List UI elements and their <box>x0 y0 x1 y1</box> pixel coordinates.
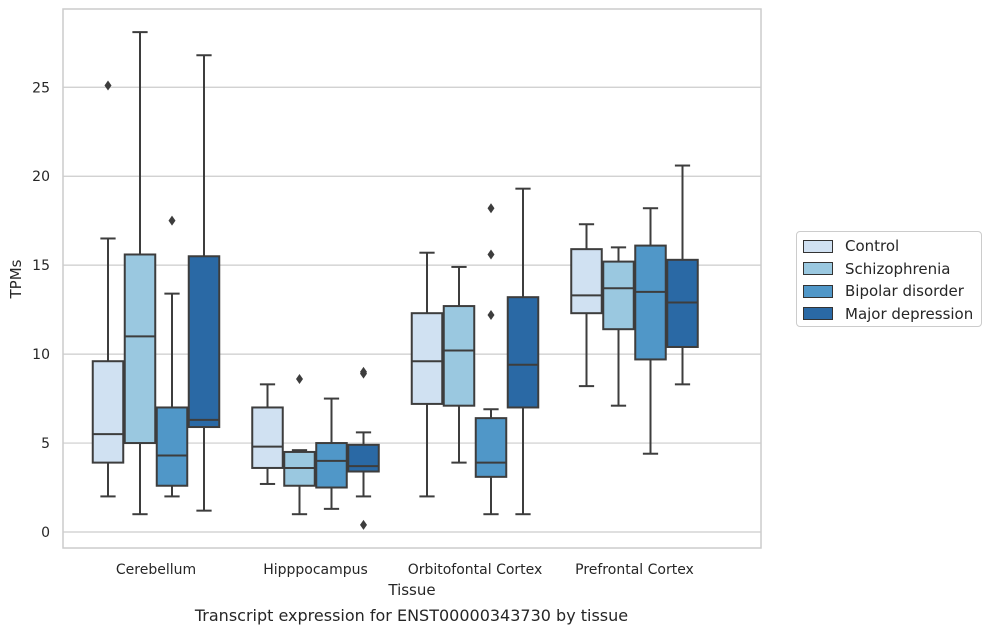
box-iqr <box>410 312 444 405</box>
box-control <box>410 251 444 498</box>
box-schizophrenia <box>123 31 157 516</box>
outlier-point <box>487 203 495 214</box>
legend-item-bipolar-disorder: Bipolar disorder <box>803 280 981 303</box>
box-schizophrenia <box>602 246 635 407</box>
legend-swatch <box>803 262 833 276</box>
box-iqr <box>506 296 540 409</box>
box-control <box>251 383 284 485</box>
box-iqr <box>315 442 348 489</box>
legend: Control Schizophrenia Bipolar disorder M… <box>796 231 982 327</box>
legend-swatch <box>803 307 833 321</box>
y-tick-label: 25 <box>32 80 50 96</box>
x-tick-label: Orbitofontal Cortex <box>408 562 543 578</box>
legend-swatch <box>803 239 833 253</box>
box-groups <box>91 31 699 530</box>
x-tick-label: Prefrontal Cortex <box>575 562 694 578</box>
box-major-depression <box>187 54 221 512</box>
box-iqr <box>187 255 221 429</box>
outlier-point <box>296 374 303 385</box>
chart-caption: Transcript expression for ENST0000034373… <box>194 606 629 625</box>
outlier-point <box>487 309 495 320</box>
outlier-point <box>104 80 112 91</box>
x-tick-label: Cerebellum <box>116 562 196 578</box>
box-bipolar-disorder <box>474 203 508 516</box>
box-iqr <box>91 360 125 464</box>
x-tick-labels: Cerebellum Hipppocampus Orbitofontal Corte… <box>116 562 694 578</box>
y-tick-label: 15 <box>32 258 50 274</box>
box-bipolar-disorder <box>315 397 348 510</box>
legend-label: Major depression <box>845 304 974 323</box>
box-bipolar-disorder <box>155 215 189 498</box>
x-tick-label: Hipppocampus <box>263 562 368 578</box>
legend-swatch <box>803 284 833 298</box>
y-tick-label: 5 <box>41 436 50 452</box>
box-bipolar-disorder <box>634 207 667 455</box>
legend-label: Schizophrenia <box>845 259 951 278</box>
box-major-depression <box>666 164 699 386</box>
outlier-point <box>487 249 495 260</box>
box-iqr <box>442 305 476 407</box>
box-iqr <box>155 406 189 487</box>
outlier-point <box>360 366 367 377</box>
box-control <box>570 223 603 388</box>
box-schizophrenia <box>283 374 316 516</box>
box-control <box>91 80 125 498</box>
box-schizophrenia <box>442 265 476 464</box>
x-axis-label: Tissue <box>387 581 435 599</box>
legend-item-control: Control <box>803 235 981 258</box>
box-iqr <box>570 248 603 315</box>
y-tick-label: 0 <box>41 525 50 541</box>
legend-label: Bipolar disorder <box>845 282 964 301</box>
box-iqr <box>251 406 284 469</box>
box-iqr <box>634 244 667 361</box>
box-iqr <box>474 417 508 478</box>
outlier-point <box>360 519 367 530</box>
box-iqr <box>602 260 635 331</box>
y-tick-label: 20 <box>32 169 50 185</box>
y-tick-labels: 0 5 10 15 20 25 <box>32 80 50 541</box>
box-major-depression <box>347 366 380 530</box>
y-tick-label: 10 <box>32 347 50 363</box>
box-iqr <box>123 253 157 445</box>
plot-area-frame <box>62 8 762 549</box>
y-axis-label: TPMs <box>7 259 25 299</box>
box-major-depression <box>506 187 540 516</box>
legend-item-schizophrenia: Schizophrenia <box>803 258 981 281</box>
legend-label: Control <box>845 237 900 256</box>
outlier-point <box>168 215 176 226</box>
box-iqr <box>347 443 380 473</box>
legend-item-major-depression: Major depression <box>803 303 981 326</box>
